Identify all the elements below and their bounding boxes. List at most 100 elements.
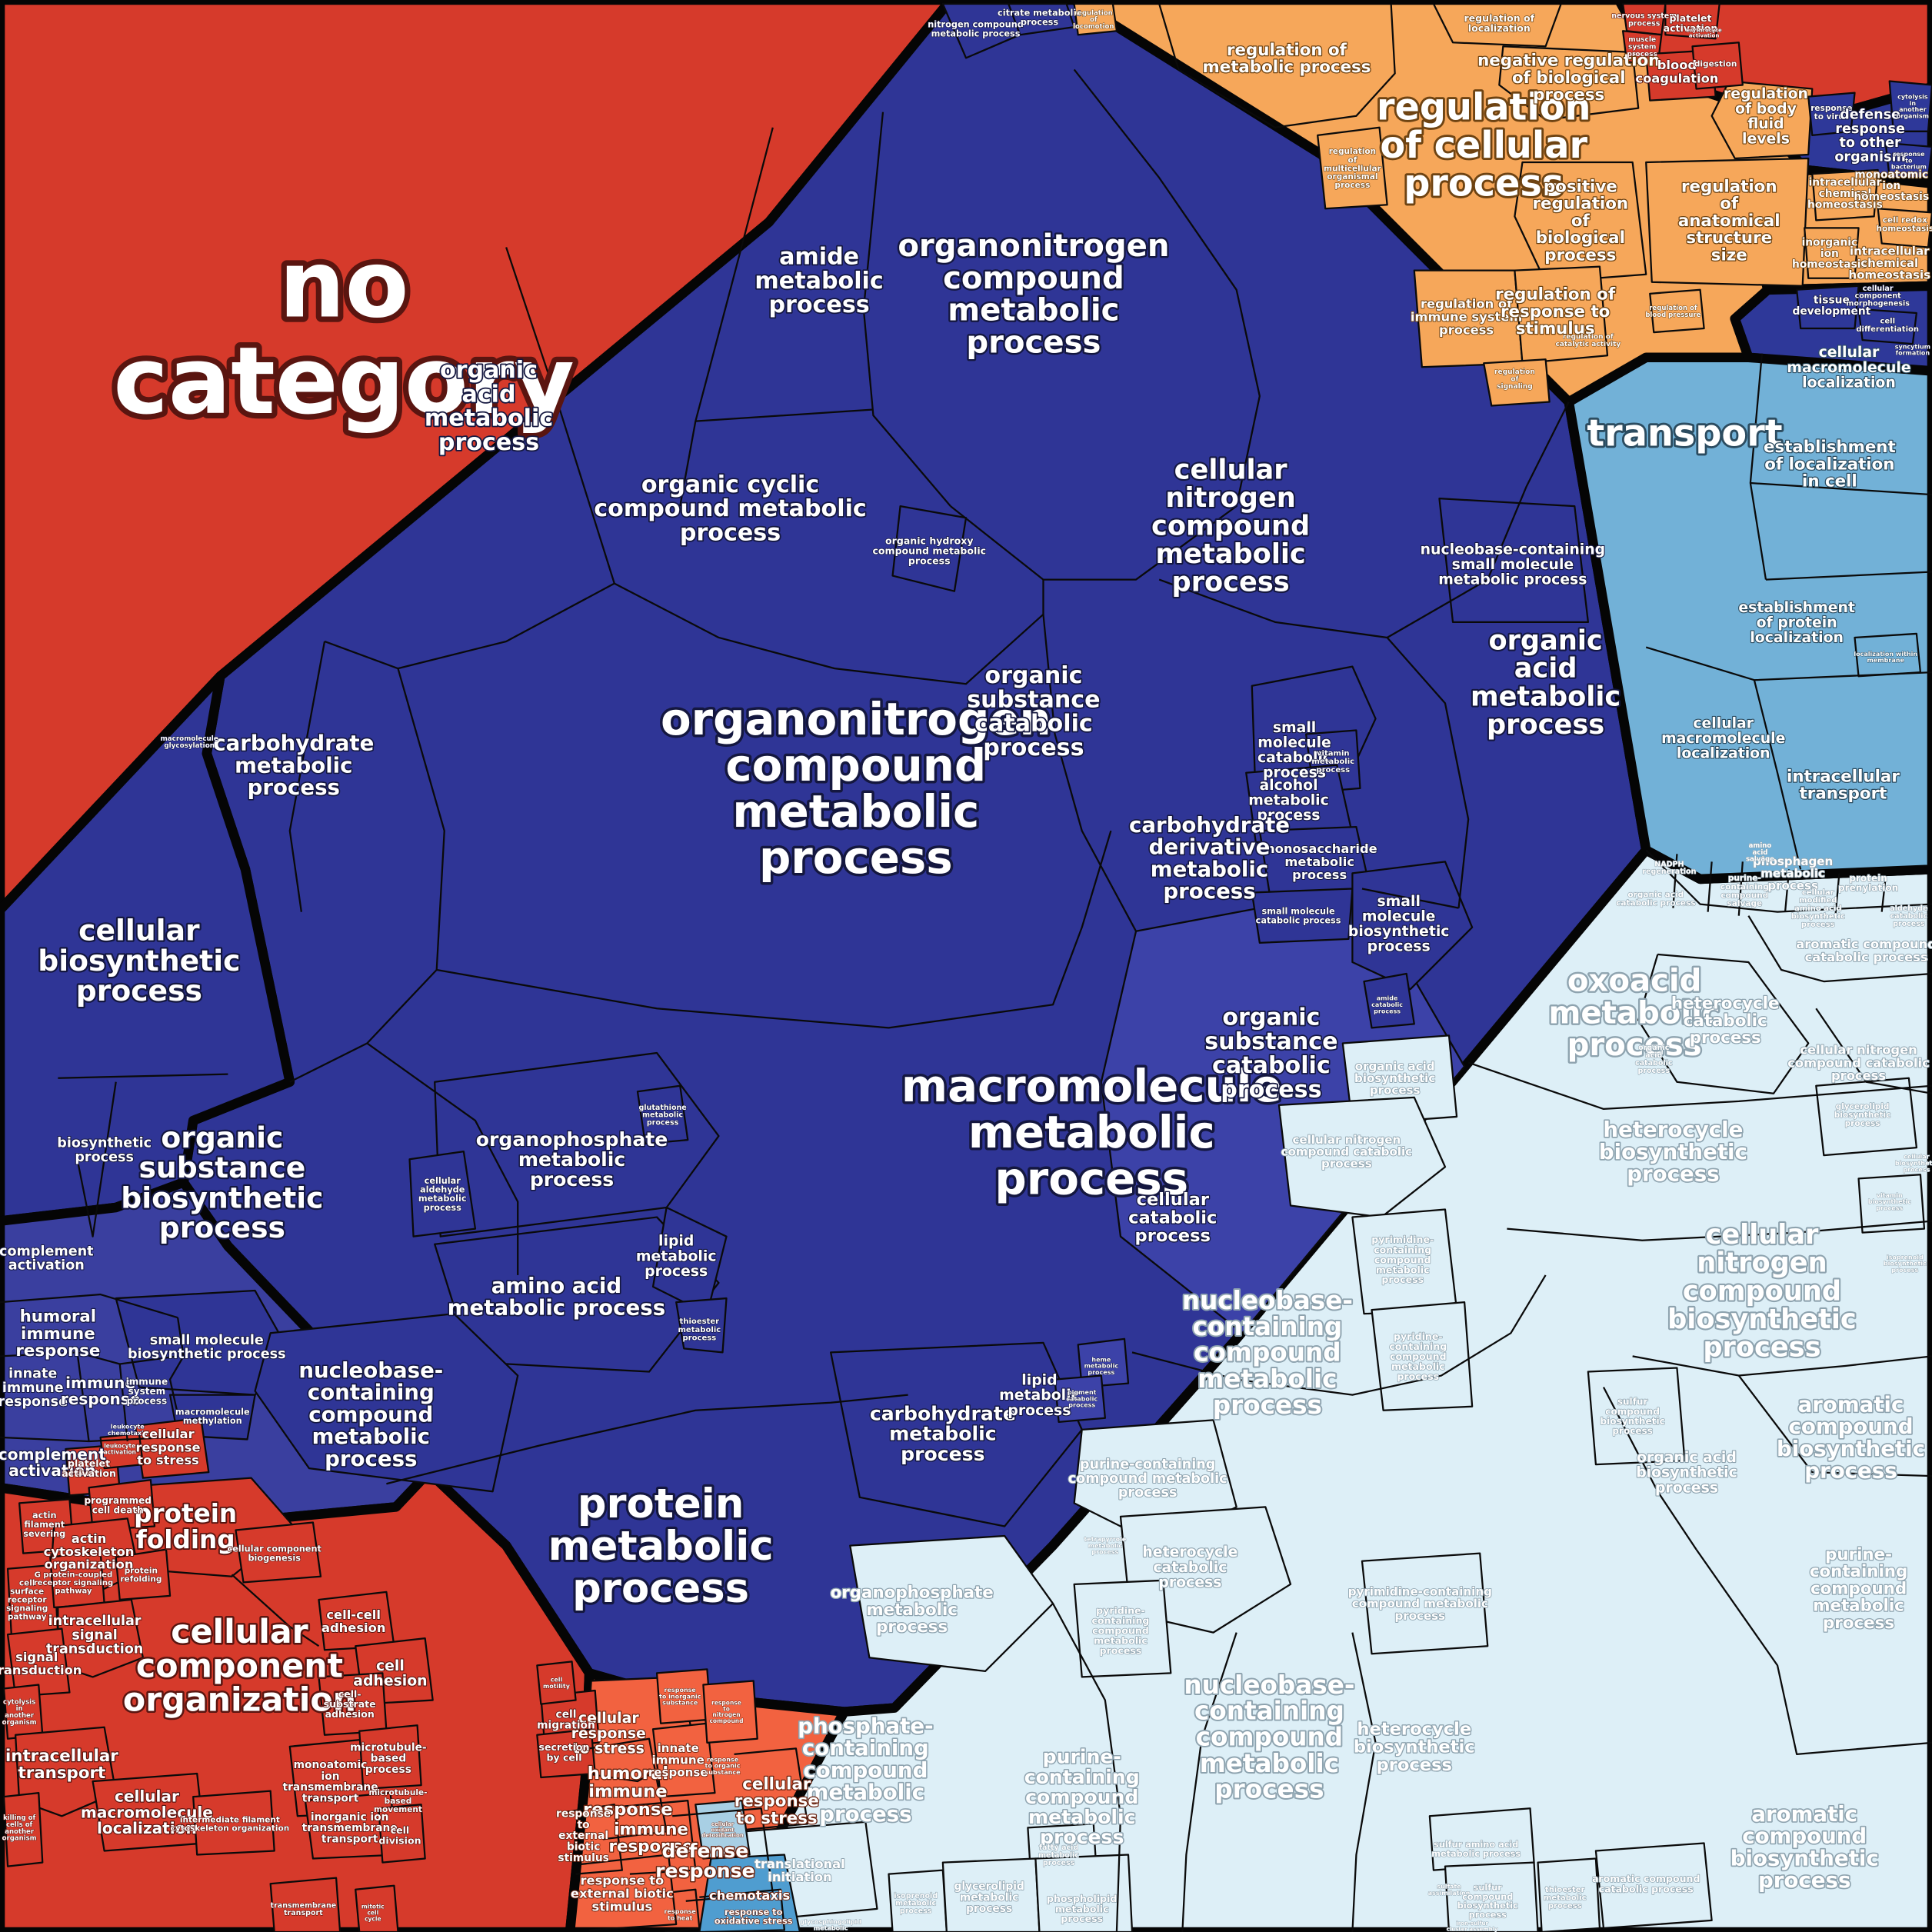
cell-pyridine-containing-mid[interactable] — [1371, 1301, 1474, 1411]
cell-label-thioester-metabolic[interactable]: thioester metabolic process — [678, 1317, 721, 1343]
cell-label-cellular-macromolecule-localization-red[interactable]: cellular macromolecule localization — [80, 1786, 214, 1838]
cell-label-no-category[interactable]: no category — [108, 225, 580, 441]
cell-aromatic-compound-catabolic-2[interactable] — [1594, 1842, 1713, 1930]
cell-label-defense-response[interactable]: defense response — [655, 1838, 756, 1883]
cell-regulation-anatomical-structure-size[interactable] — [1645, 157, 1810, 287]
cell-label-regulation-blood-pressure[interactable]: regulation of blood pressure — [1645, 304, 1701, 319]
cell-label-amino-acid-salvage[interactable]: amino acid salvage — [1745, 841, 1774, 864]
cell-label-heterocycle-biosynthetic-mid[interactable]: heterocycle biosynthetic process — [1597, 1115, 1748, 1188]
cell-label-thioester-metabolic-2[interactable]: thioester metabolic process — [1543, 1885, 1587, 1910]
cell-label-small-molecule-catabolic[interactable]: small molecule catabolic process — [1257, 719, 1332, 782]
cell-small-molecule-catabolic-2[interactable] — [1251, 888, 1354, 944]
cell-intermediate-filament-organization[interactable] — [192, 1790, 275, 1856]
cell-label-aldehyde-catabolic[interactable]: aldehyde catabolic process — [1890, 904, 1928, 929]
cell-label-translational-initiation[interactable]: translational initiation — [754, 1856, 846, 1885]
cell-signal-transduction[interactable] — [6, 1627, 71, 1697]
cell-glycerolipid-biosynthetic[interactable] — [1815, 1077, 1918, 1157]
cell-label-biosynthetic-process[interactable]: biosynthetic process — [56, 1135, 152, 1166]
cell-label-cellular-nitrogen-compound-metabolic[interactable]: cellular nitrogen compound metabolic process — [1150, 452, 1311, 599]
cell-label-nitrogen-compound-metabolic[interactable]: nitrogen compound metabolic process — [928, 19, 1024, 39]
cell-label-organic-hydroxy-compound-metabolic[interactable]: organic hydroxy compound metabolic process — [872, 535, 987, 567]
cell-glutathione-metabolic[interactable] — [636, 1084, 689, 1145]
cell-label-cellular-component-organization[interactable]: cellular component organization — [121, 1611, 358, 1721]
cell-label-amide-metabolic[interactable]: amide metabolic process — [754, 242, 885, 320]
cell-label-pigment-catabolic[interactable]: pigment catabolic process — [1066, 1389, 1098, 1410]
cell-label-localization-within-membrane[interactable]: localization within membrane — [1854, 650, 1918, 664]
cell-label-organic-substance-catabolic-1[interactable]: organic substance catabolic process — [965, 661, 1101, 763]
cell-label-phosphate-containing-compound-metabolic[interactable]: phosphate-containing compound metabolic pro… — [797, 1712, 935, 1828]
cell-label-pyridine-containing-mid[interactable]: pyridine-containing compound metabolic proc… — [1389, 1330, 1447, 1383]
cell-label-negative-regulation-biological[interactable]: negative regulation of biological process — [1477, 50, 1661, 105]
cell-killing-of-cells[interactable] — [2, 1792, 44, 1867]
cell-regulation-of-locomotion[interactable] — [1073, 2, 1118, 36]
cell-label-cellular-macromolecule-localization-steel-1[interactable]: cellular macromolecule localization — [1786, 344, 1912, 391]
cell-label-glycerolipid-metabolic[interactable]: glycerolipid metabolic process — [954, 1880, 1025, 1915]
cell-label-killing-of-cells[interactable]: killing of cells of another organism — [2, 1814, 37, 1844]
cell-label-response-to-virus[interactable]: response to virus — [1810, 103, 1854, 122]
cell-label-cellular-modified-amino-acid-biosynthetic[interactable]: cellular modified amino acid biosynthetic pr… — [1790, 888, 1845, 930]
cell-label-regulation-anatomical-structure-size[interactable]: regulation of anatomical structure size — [1677, 176, 1781, 265]
cell-thioester-metabolic-2[interactable] — [1537, 1857, 1601, 1932]
cell-label-leukocyte-activation[interactable]: leukocyte activation — [103, 1442, 136, 1456]
cell-label-isoprenoid-metabolic[interactable]: isoprenoid metabolic process — [894, 1891, 938, 1916]
cell-label-transport[interactable]: transport — [1584, 411, 1784, 458]
cell-label-organic-acid-catabolic-b[interactable]: organic acid catabolic process — [1634, 1043, 1673, 1075]
cell-label-gpcr-signaling-pathway[interactable]: G protein-coupled receptor signaling pathw… — [33, 1571, 114, 1596]
cell-chemotaxis[interactable] — [698, 1854, 801, 1932]
cell-label-cytolysis-in-another-organism[interactable]: cytolysis in another organism — [1896, 93, 1929, 120]
cell-label-heterocycle-catabolic-bottom[interactable]: heterocycle catabolic process — [1141, 1544, 1238, 1591]
cell-label-cellular-component-morphogenesis[interactable]: cellular component morphogenesis — [1846, 284, 1910, 308]
cell-label-monoatomic-ion-homeostasis[interactable]: monoatomic ion homeostasis — [1854, 168, 1930, 204]
cell-label-immune-system-process[interactable]: immune system process — [125, 1376, 168, 1407]
cell-label-complement-activation-2[interactable]: complement activation — [0, 1444, 107, 1481]
cell-phospholipid-metabolic[interactable] — [1034, 1854, 1134, 1932]
cell-nucleobase-small-molecule-metabolic[interactable] — [1438, 497, 1589, 623]
cell-label-small-molecule-biosynthetic-left[interactable]: small molecule biosynthetic process — [127, 1332, 287, 1363]
cell-label-inorganic-ion-homeostasis[interactable]: inorganic ion homeostasis — [1791, 236, 1867, 271]
cell-label-amino-acid-metabolic[interactable]: amino acid metabolic process — [446, 1271, 667, 1321]
cell-label-establishment-localization-in-cell[interactable]: establishment of localization in cell — [1763, 437, 1897, 492]
cell-label-nadph-regeneration[interactable]: NADPH regeneration — [1642, 860, 1697, 877]
cell-label-leukocyte-chemotaxis[interactable]: leukocyte chemotaxis — [107, 1423, 148, 1437]
cell-label-intracellular-transport-red[interactable]: intracellular transport — [5, 1746, 120, 1784]
cell-label-organic-acid-metabolic-left[interactable]: organic acid metabolic process — [423, 355, 555, 458]
cell-label-organophosphate-metabolic-navy[interactable]: organophosphate metabolic process — [475, 1127, 669, 1191]
cell-label-isoprenoid-biosynthetic[interactable]: isoprenoid biosynthetic process — [1883, 1254, 1927, 1274]
cell-label-response-oxidative-stress[interactable]: response to oxidative stress — [714, 1907, 793, 1927]
cell-label-citrate-metabolic[interactable]: citrate metabolic process — [997, 8, 1081, 28]
cell-label-aromatic-compound-catabolic-right[interactable]: aromatic compound catabolic process — [1795, 936, 1932, 965]
cell-label-establishment-protein-localization[interactable]: establishment of protein localization — [1737, 599, 1856, 647]
cell-platelet-activation-corner[interactable] — [1664, 2, 1720, 40]
cell-inorganic-ion-homeostasis[interactable] — [1804, 227, 1860, 279]
cell-negative-regulation-biological[interactable] — [1498, 45, 1640, 121]
cell-label-vitamin-biosynthetic[interactable]: vitamin biosynthetic process — [1867, 1191, 1911, 1212]
cell-label-response-external-biotic-1[interactable]: response to external biotic stimulus — [555, 1807, 611, 1865]
cell-label-purine-containing-top-mid[interactable]: purine-containing compound metabolic proce… — [1068, 1457, 1228, 1502]
cell-label-intracellular-chemical-homeostasis-2[interactable]: intracellular chemical homeostasis — [1847, 243, 1931, 282]
cell-cellular-component-biogenesis[interactable] — [235, 1521, 322, 1584]
cell-label-chemotaxis[interactable]: chemotaxis — [708, 1887, 791, 1904]
cell-pyrimidine-containing-bottom[interactable] — [1361, 1552, 1489, 1655]
cell-regulation-multicellular-organismal[interactable] — [1317, 126, 1388, 210]
cell-label-response-nitrogen-compound[interactable]: response to nitrogen compound — [709, 1699, 744, 1724]
cell-label-blood-coagulation[interactable]: blood coagulation — [1634, 57, 1719, 86]
cell-label-response-external-biotic-2[interactable]: response to external biotic stimulus — [570, 1872, 675, 1914]
cell-label-intracellular-chemical-homeostasis-1[interactable]: intracellular chemical homeostasis — [1807, 176, 1883, 212]
cell-label-heterocycle-catabolic-right[interactable]: heterocycle catabolic process — [1671, 993, 1780, 1048]
cell-programmed-cell-death[interactable] — [88, 1479, 156, 1531]
cell-sulfur-compound-biosynthetic-b[interactable] — [1444, 1861, 1539, 1932]
cell-label-cellular-nitrogen-compound-catabolic-mid[interactable]: cellular nitrogen compound catabolic proce… — [1281, 1132, 1413, 1171]
cell-label-cellular-response-stress-orange-2[interactable]: cellular response to stress — [734, 1774, 821, 1829]
cell-nucleobase-containing-compound-metabolic-navy[interactable] — [254, 1313, 519, 1493]
cell-label-aromatic-compound-catabolic-2[interactable]: aromatic compound catabolic process — [1591, 1872, 1700, 1895]
cell-label-muscle-system-process[interactable]: muscle system process — [1627, 35, 1657, 58]
cell-label-nucleobase-containing-compound-metabolic-navy[interactable]: nucleobase-containing compound metabolic pr… — [298, 1356, 445, 1472]
cell-label-transmembrane-transport[interactable]: transmembrane transport — [270, 1901, 337, 1918]
cell-label-lipid-metabolic-bottom[interactable]: lipid metabolic process — [998, 1371, 1081, 1419]
cell-cellular-oxidant-detoxification[interactable] — [695, 1800, 751, 1860]
cell-cell-redox-homeostasis[interactable] — [1877, 208, 1932, 248]
cell-label-macromolecule-methylation[interactable]: macromolecule methylation — [175, 1407, 250, 1427]
cell-label-cellular-response-stress-orange-1[interactable]: cellular response to stress — [571, 1710, 647, 1757]
cell-label-immune-response[interactable]: immune response — [60, 1373, 142, 1410]
cell-label-sulfur-compound-biosynthetic-b[interactable]: sulfur compound biosynthetic process — [1457, 1883, 1518, 1921]
